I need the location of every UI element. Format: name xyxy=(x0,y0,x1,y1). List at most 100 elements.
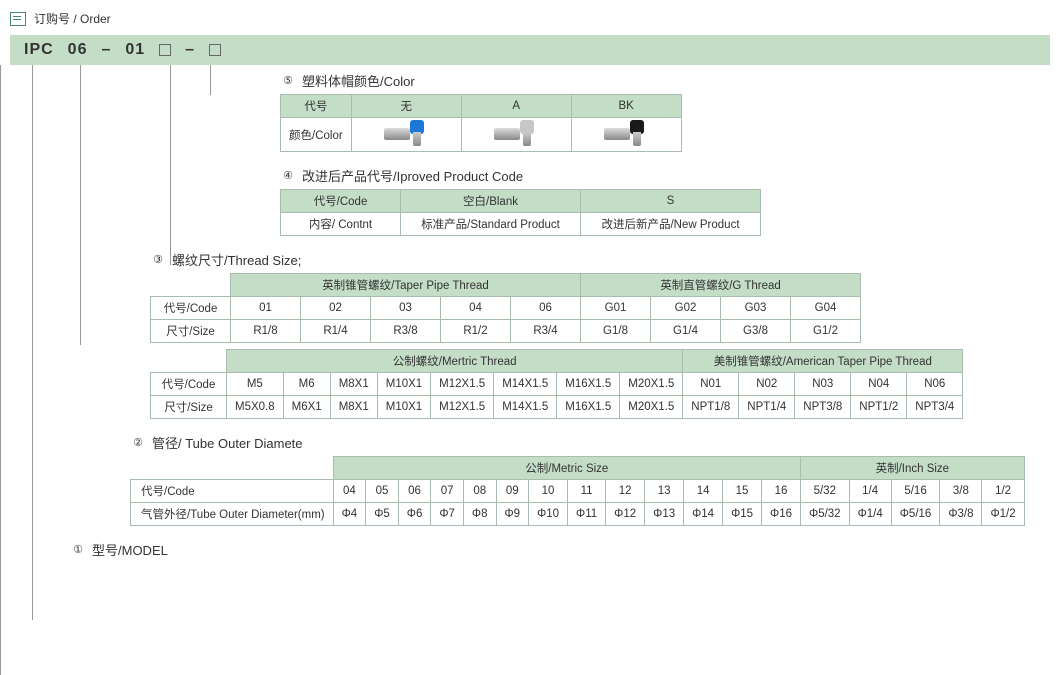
sec5-title-text: 塑料体帽颜色/Color xyxy=(302,71,415,90)
fitting-grey-icon xyxy=(494,120,538,146)
tube-hsize: 气管外径/Tube Outer Diameter(mm) xyxy=(131,503,334,526)
color-r1: 颜色/Color xyxy=(281,118,352,152)
ts17: Φ1/2 xyxy=(982,503,1024,526)
tc5: 09 xyxy=(496,480,529,503)
vline-1 xyxy=(0,65,1,675)
t1-hsize: 尺寸/Size xyxy=(151,320,231,343)
t2-s6: M16X1.5 xyxy=(557,396,620,419)
t1-s0: R1/8 xyxy=(231,320,301,343)
tc10: 14 xyxy=(684,480,723,503)
vline-5 xyxy=(210,65,211,95)
tc1: 05 xyxy=(366,480,399,503)
code-dash1: – xyxy=(101,41,111,59)
t1-c6: G02 xyxy=(651,297,721,320)
ts15: Φ5/16 xyxy=(891,503,940,526)
pc-r1: 内容/ Contnt xyxy=(281,213,401,236)
tube-table: 公制/Metric Size 英制/Inch Size 代号/Code 04 0… xyxy=(130,456,1025,526)
ts10: Φ14 xyxy=(684,503,723,526)
t2-g1: 公制螺纹/Mertric Thread xyxy=(227,350,683,373)
t1-c2: 03 xyxy=(371,297,441,320)
thread-table-2: 公制螺纹/Mertric Thread 美制锥管螺纹/American Tape… xyxy=(150,349,963,419)
t2-c2: M8X1 xyxy=(330,373,377,396)
tc14: 1/4 xyxy=(849,480,891,503)
cart-icon xyxy=(10,12,26,26)
color-h2: 无 xyxy=(351,95,461,118)
section-1-title: ① 型号/MODEL xyxy=(70,540,1050,559)
t1-c5: G01 xyxy=(581,297,651,320)
sec2-title-text: 管径/ Tube Outer Diamete xyxy=(152,433,303,452)
t2-s2: M8X1 xyxy=(330,396,377,419)
tc17: 1/2 xyxy=(982,480,1024,503)
sec3-title-text: 螺纹尺寸/Thread Size; xyxy=(172,250,301,269)
tube-codes-row: 代号/Code 04 05 06 07 08 09 10 11 12 13 14… xyxy=(131,480,1025,503)
vline-3 xyxy=(80,65,81,345)
t2-g2: 美制锥管螺纹/American Taper Pipe Thread xyxy=(683,350,963,373)
t1-s2: R3/8 xyxy=(371,320,441,343)
t2-s9: NPT1/4 xyxy=(739,396,795,419)
productcode-table: 代号/Code 空白/Blank S 内容/ Contnt 标准产品/Stand… xyxy=(280,189,761,236)
t1-blank xyxy=(151,274,231,297)
order-title: 订购号 / Order xyxy=(34,10,111,27)
code-p3: 01 xyxy=(125,41,145,59)
tc15: 5/16 xyxy=(891,480,940,503)
sec4-title-text: 改进后产品代号/Iproved Product Code xyxy=(302,166,523,185)
ts13: Φ5/32 xyxy=(801,503,850,526)
ts12: Φ16 xyxy=(762,503,801,526)
tc9: 13 xyxy=(645,480,684,503)
pc-v1: 标准产品/Standard Product xyxy=(401,213,581,236)
color-img-bk xyxy=(571,118,681,152)
t2-c1: M6 xyxy=(283,373,330,396)
tc6: 10 xyxy=(529,480,568,503)
section-2-title: ② 管径/ Tube Outer Diamete xyxy=(130,433,1050,452)
t2-c8: N01 xyxy=(683,373,739,396)
tc3: 07 xyxy=(431,480,464,503)
tube-blank xyxy=(131,457,334,480)
num-4: ④ xyxy=(280,168,296,184)
t2-codes-row: 代号/Code M5 M6 M8X1 M10X1 M12X1.5 M14X1.5… xyxy=(151,373,963,396)
t1-s6: G1/4 xyxy=(651,320,721,343)
t1-g2: 英制直管螺纹/G Thread xyxy=(581,274,861,297)
tc12: 16 xyxy=(762,480,801,503)
t1-s5: G1/8 xyxy=(581,320,651,343)
section-3-thread: ③ 螺纹尺寸/Thread Size; 英制锥管螺纹/Taper Pipe Th… xyxy=(150,250,1050,419)
t2-s10: NPT3/8 xyxy=(795,396,851,419)
t2-s5: M14X1.5 xyxy=(494,396,557,419)
ts1: Φ5 xyxy=(366,503,399,526)
t1-s7: G3/8 xyxy=(721,320,791,343)
t1-c0: 01 xyxy=(231,297,301,320)
code-p1: IPC xyxy=(24,41,54,59)
vline-2 xyxy=(32,65,33,620)
t1-sizes-row: 尺寸/Size R1/8 R1/4 R3/8 R1/2 R3/4 G1/8 G1… xyxy=(151,320,861,343)
t1-s1: R1/4 xyxy=(301,320,371,343)
t1-c3: 04 xyxy=(441,297,511,320)
color-img-a xyxy=(461,118,571,152)
t1-s8: G1/2 xyxy=(791,320,861,343)
pc-h2: 空白/Blank xyxy=(401,190,581,213)
t2-c5: M14X1.5 xyxy=(494,373,557,396)
num-2: ② xyxy=(130,435,146,451)
ts0: Φ4 xyxy=(333,503,366,526)
t1-codes-row: 代号/Code 01 02 03 04 06 G01 G02 G03 G04 xyxy=(151,297,861,320)
num-3: ③ xyxy=(150,252,166,268)
section-4-title: ④ 改进后产品代号/Iproved Product Code xyxy=(280,166,1050,185)
t2-c6: M16X1.5 xyxy=(557,373,620,396)
section-2-tube: ② 管径/ Tube Outer Diamete 公制/Metric Size … xyxy=(130,433,1050,526)
num-1: ① xyxy=(70,542,86,558)
t1-s4: R3/4 xyxy=(511,320,581,343)
t1-c1: 02 xyxy=(301,297,371,320)
t2-s11: NPT1/2 xyxy=(851,396,907,419)
vline-4 xyxy=(170,65,171,265)
t1-g1: 英制锥管螺纹/Taper Pipe Thread xyxy=(231,274,581,297)
section-4-productcode: ④ 改进后产品代号/Iproved Product Code 代号/Code 空… xyxy=(280,166,1050,236)
ts16: Φ3/8 xyxy=(940,503,982,526)
tc16: 3/8 xyxy=(940,480,982,503)
t1-c7: G03 xyxy=(721,297,791,320)
color-h3: A xyxy=(461,95,571,118)
t1-c4: 06 xyxy=(511,297,581,320)
t2-s8: NPT1/8 xyxy=(683,396,739,419)
ts9: Φ13 xyxy=(645,503,684,526)
ts7: Φ11 xyxy=(568,503,606,526)
tc4: 08 xyxy=(463,480,496,503)
section-5-color: ⑤ 塑料体帽颜色/Color 代号 无 A BK 颜色/Color xyxy=(280,71,1050,152)
pc-h1: 代号/Code xyxy=(281,190,401,213)
